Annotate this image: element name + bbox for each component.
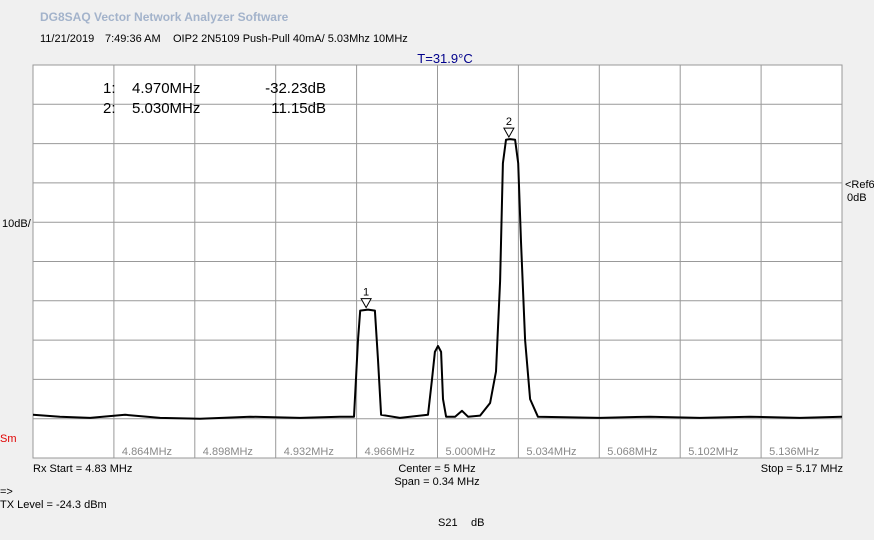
marker-triangle	[503, 127, 515, 139]
center-label: Center = 5 MHz	[398, 463, 475, 475]
format-label: dB	[471, 517, 484, 529]
x-tick-label: 4.864MHz	[122, 446, 172, 458]
x-tick-label: 5.102MHz	[688, 446, 738, 458]
arrow-label: =>	[0, 486, 13, 498]
ref-value: 0dB	[847, 192, 867, 204]
scale-label: 10dB/	[2, 218, 32, 230]
marker-triangle	[360, 298, 372, 309]
app-title: DG8SAQ Vector Network Analyzer Software	[40, 10, 289, 24]
x-tick-label: 5.136MHz	[769, 446, 819, 458]
x-tick-label: 5.034MHz	[526, 446, 576, 458]
tx-level: TX Level = -24.3 dBm	[0, 499, 107, 511]
start-label: Rx Start = 4.83 MHz	[33, 463, 132, 475]
temperature: T=31.9°C	[417, 51, 472, 66]
description: OIP2 2N5109 Push-Pull 40mA/ 5.03Mhz 10MH…	[173, 33, 408, 45]
x-tick-label: 5.068MHz	[607, 446, 657, 458]
marker-frequency: 4.970MHz	[132, 80, 200, 97]
time: 7:49:36 AM	[105, 33, 161, 45]
x-tick-label: 4.898MHz	[203, 446, 253, 458]
x-tick-label: 4.966MHz	[365, 446, 415, 458]
marker-label: 1	[363, 287, 369, 299]
date: 11/21/2019	[40, 33, 94, 45]
x-tick-label: 5.000MHz	[446, 446, 496, 458]
marker-value: 11.15dB	[271, 100, 326, 117]
marker-tag: 2:	[103, 100, 116, 117]
parameter-label: S21	[438, 517, 458, 529]
stop-label: Stop = 5.17 MHz	[761, 463, 843, 475]
marker-tag: 1:	[103, 80, 116, 97]
smoothing-label: Sm	[0, 433, 17, 445]
x-tick-label: 4.932MHz	[284, 446, 334, 458]
ref-label: <Ref6	[845, 179, 874, 191]
marker-label: 2	[506, 116, 512, 128]
marker-value: -32.23dB	[265, 80, 326, 97]
trace	[32, 138, 843, 420]
span-label: Span = 0.34 MHz	[394, 476, 479, 488]
marker-frequency: 5.030MHz	[132, 100, 200, 117]
